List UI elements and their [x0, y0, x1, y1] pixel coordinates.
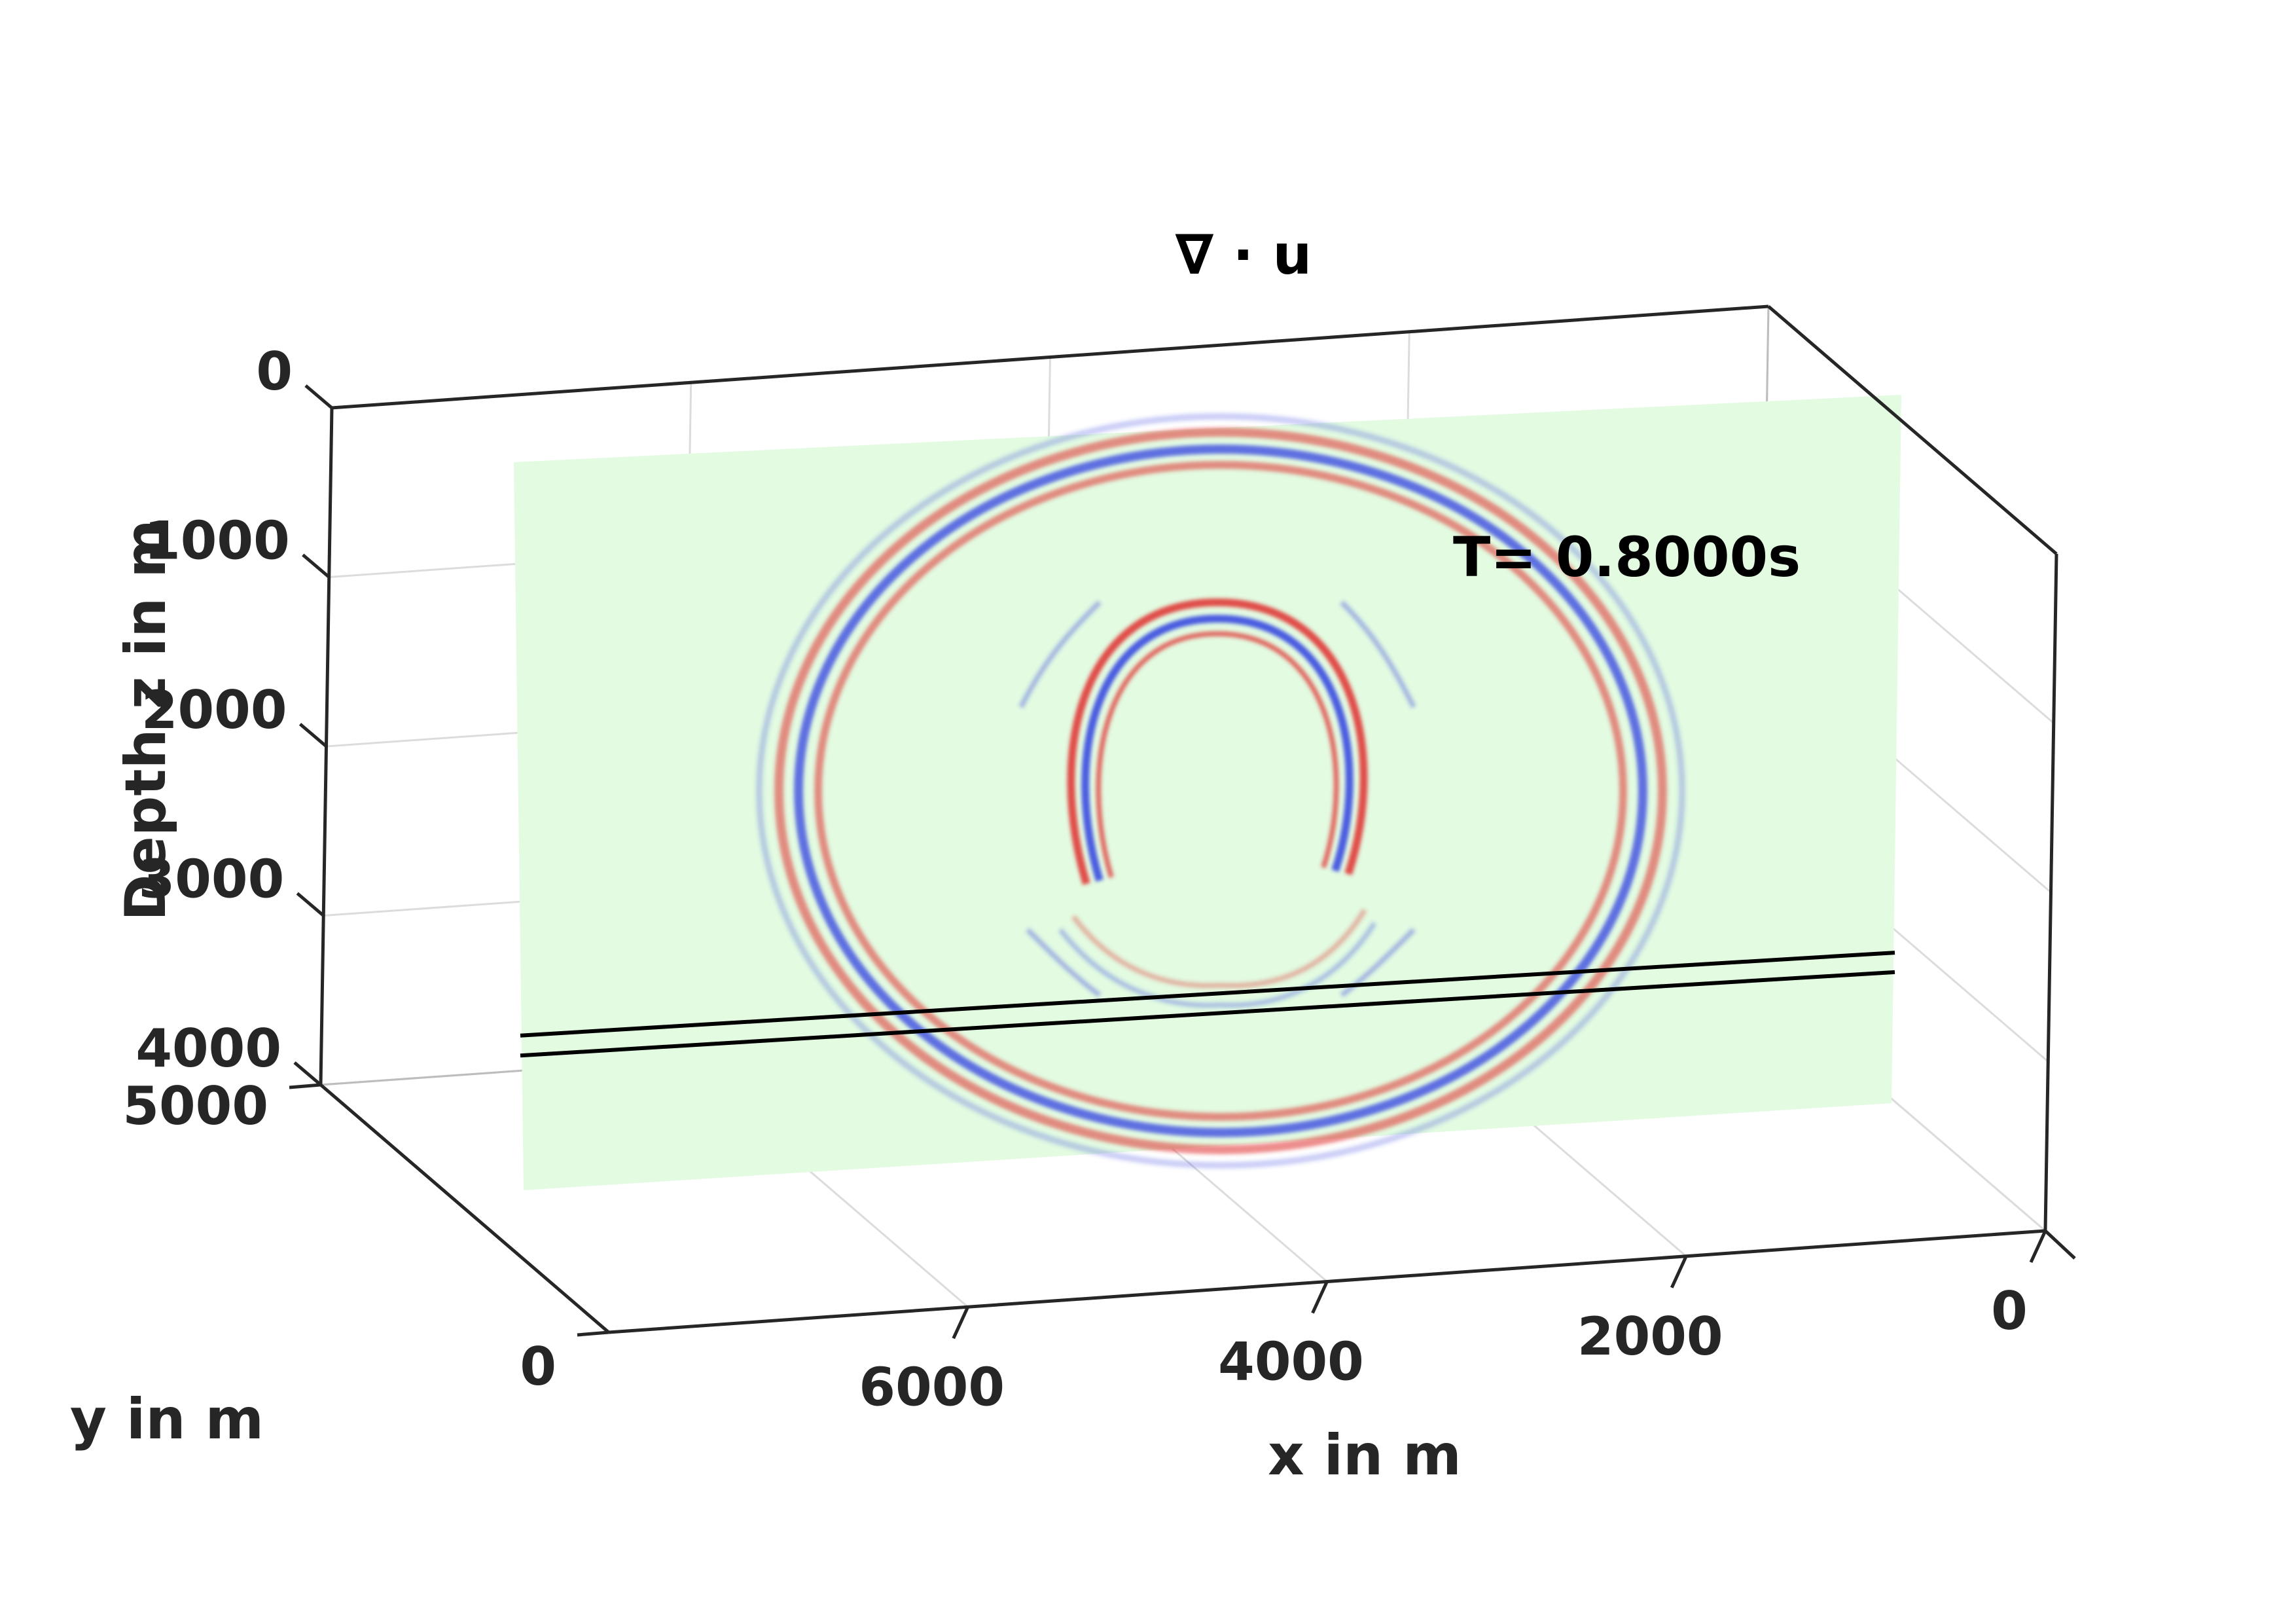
x-tick-mark-end — [2044, 1230, 2076, 1260]
wisp-right-top — [1340, 600, 1416, 708]
outer-wavefront-blue — [794, 445, 1647, 1137]
reflected-arc-blue — [1058, 921, 1377, 1008]
y-tick-mark-0 — [577, 1330, 609, 1337]
x-tick-mark-2 — [1311, 1281, 1329, 1314]
box-front-edge-0 — [331, 304, 1769, 410]
y-tick-mark-1 — [289, 1083, 321, 1089]
x-tick-label-2: 4000 — [1218, 1332, 1364, 1393]
interface-line-2 — [520, 970, 1895, 1058]
wavefield-slice — [514, 395, 1901, 1190]
z-tick-label-0: 0 — [256, 341, 293, 402]
time-annotation: T= 0.8000s — [1453, 525, 1801, 589]
z-tick-label-3: 3000 — [139, 849, 285, 910]
y-tick-label-0: 0 — [520, 1336, 556, 1397]
z-tick-label-2: 2000 — [141, 680, 287, 740]
slice-plane — [514, 395, 1901, 1190]
x-tick-mark-3 — [952, 1306, 970, 1340]
z-tick-mark-0 — [304, 384, 333, 409]
wisp-right-low — [1340, 928, 1416, 998]
y-tick-label-1: 5000 — [122, 1076, 268, 1137]
x-tick-mark-1 — [1670, 1255, 1688, 1288]
inner-arch-red — [1067, 598, 1368, 885]
box-front-edge-2 — [2043, 553, 2058, 1231]
x-tick-label-3: 6000 — [859, 1357, 1005, 1417]
box-front-edge-1 — [1767, 305, 2058, 555]
y-axis-label: y in m — [70, 1387, 264, 1452]
interface-line-1 — [520, 951, 1895, 1038]
x-axis-label: x in m — [1268, 1423, 1462, 1488]
z-tick-label-4: 4000 — [135, 1018, 281, 1079]
outer-wavefront-blue-faint — [756, 413, 1685, 1169]
inner-arch-red-2 — [1096, 630, 1339, 879]
x-tick-mark-0 — [2029, 1230, 2047, 1264]
box-front-edge-4 — [319, 1084, 610, 1334]
chart-title: ∇ · u — [1175, 223, 1312, 287]
z-tick-label-1: 1000 — [144, 511, 290, 572]
wisp-left-top — [1018, 600, 1102, 708]
x-tick-label-0: 0 — [1991, 1281, 2028, 1341]
inner-arch-blue — [1081, 614, 1354, 882]
wavefronts — [756, 413, 1685, 1169]
z-tick-mark-4 — [293, 1061, 322, 1086]
reflected-arc — [1071, 908, 1367, 989]
outer-wavefront-red-outer — [774, 428, 1667, 1154]
z-tick-mark-1 — [302, 553, 331, 579]
outer-wavefront-red-inner — [814, 461, 1627, 1121]
axis-ticks: 0 2000 4000 6000 0 5000 0 1000 2000 3000 4000 — [122, 341, 2076, 1417]
z-tick-mark-2 — [298, 723, 328, 748]
wisp-left-low — [1026, 928, 1102, 998]
z-axis-label: Depth z in m — [113, 519, 179, 921]
x-tick-label-1: 2000 — [1577, 1306, 1723, 1367]
z-tick-mark-3 — [296, 892, 325, 917]
